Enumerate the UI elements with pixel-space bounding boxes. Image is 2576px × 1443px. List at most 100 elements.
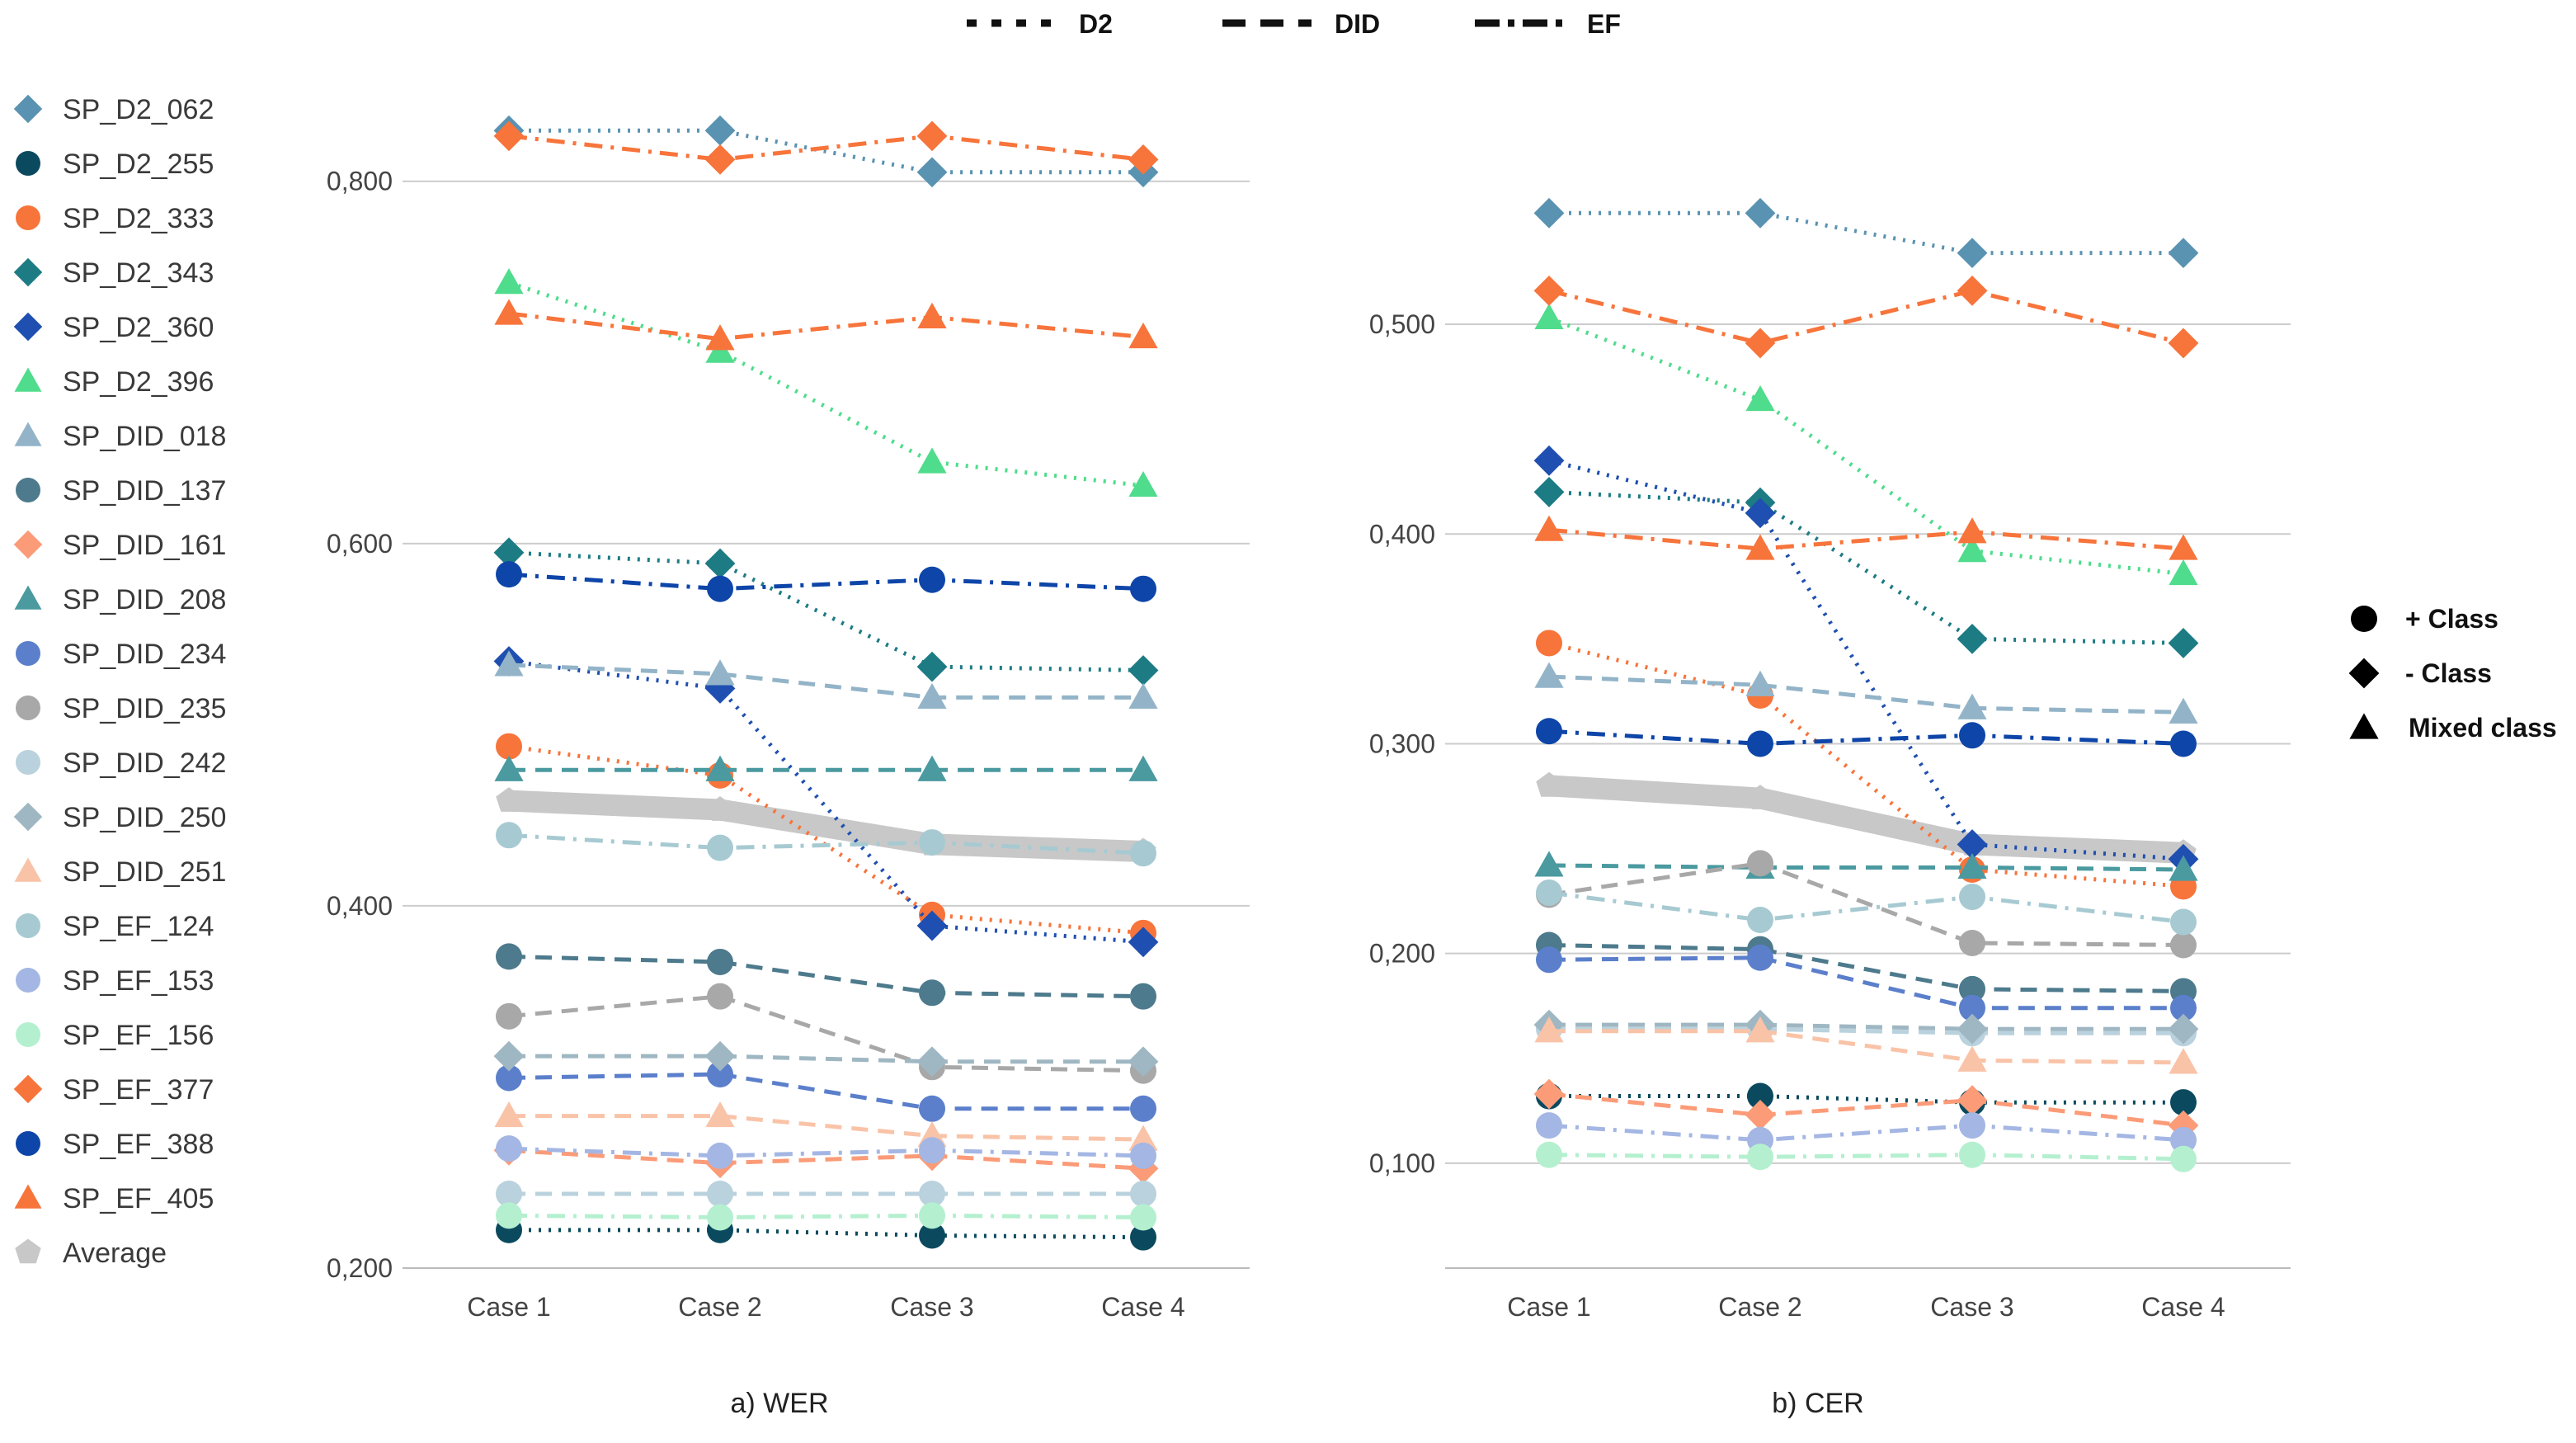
series-line-sp-d2-396 bbox=[1548, 316, 2184, 577]
y-tick-label: 0,200 bbox=[327, 1253, 393, 1283]
legend-marker-sp-d2-343 bbox=[13, 257, 43, 287]
series-line-sp-ef-405 bbox=[508, 311, 1144, 342]
series-line-sp-did-137 bbox=[1548, 943, 2184, 993]
data-point-sp-did-208-case-1 bbox=[494, 755, 524, 781]
series-line-sp-did-235 bbox=[1548, 861, 2184, 947]
x-tick-label: Case 1 bbox=[467, 1292, 550, 1322]
legend-marker-sp-did-242 bbox=[16, 750, 40, 775]
data-point-sp-ef-405-case-2 bbox=[705, 324, 735, 351]
data-point-sp-d2-396-case-3 bbox=[917, 447, 947, 474]
series-sp-ef-405 bbox=[494, 299, 1158, 351]
data-point-sp-ef-377-case-3 bbox=[1957, 275, 1988, 306]
data-point-sp-ef-405-case-3 bbox=[1957, 517, 1987, 544]
series-sp-did-018 bbox=[494, 650, 1158, 710]
legend-label-sp-d2-343: SP_D2_343 bbox=[63, 257, 214, 289]
data-point-sp-did-208-case-1 bbox=[1534, 851, 1564, 877]
series-line-sp-ef-153 bbox=[508, 1146, 1144, 1158]
data-point-sp-d2-360-case-4 bbox=[1128, 927, 1159, 958]
legend-label-sp-did-161: SP_DID_161 bbox=[63, 530, 226, 561]
shape-legend-triangle-icon bbox=[2349, 713, 2379, 739]
legend-marker-sp-did-235 bbox=[16, 696, 40, 720]
series-line-sp-ef-124 bbox=[1548, 890, 2184, 925]
shape-legend-label-diamond: - Class bbox=[2405, 658, 2492, 688]
legend-marker-sp-did-208 bbox=[14, 585, 42, 610]
series-line-sp-did-018 bbox=[1548, 674, 2184, 714]
legend-label-sp-ef-153: SP_EF_153 bbox=[63, 965, 214, 997]
series-line-average bbox=[498, 790, 1154, 862]
line-style-label-did: DID bbox=[1335, 9, 1380, 39]
series-line-sp-did-235 bbox=[508, 994, 1144, 1073]
legend-marker-sp-did-137 bbox=[16, 478, 40, 502]
legend-marker-sp-ef-388 bbox=[16, 1131, 40, 1156]
legend-item-sp-did-250: SP_DID_250 bbox=[13, 802, 226, 833]
data-point-sp-did-242-case-2 bbox=[707, 1180, 733, 1207]
legend-marker-sp-ef-405 bbox=[14, 1184, 42, 1209]
series-sp-ef-153 bbox=[1536, 1112, 2197, 1153]
data-point-sp-ef-405-case-1 bbox=[1534, 515, 1564, 541]
data-point-sp-d2-396-case-4 bbox=[2169, 559, 2198, 586]
data-point-sp-did-234-case-3 bbox=[1959, 994, 1985, 1021]
legend-label-sp-ef-405: SP_EF_405 bbox=[63, 1183, 214, 1214]
series-sp-did-251 bbox=[494, 1101, 1158, 1151]
data-point-sp-d2-343-case-1 bbox=[493, 537, 525, 568]
y-tick-label: 0,400 bbox=[327, 891, 393, 921]
data-point-sp-ef-124-case-2 bbox=[1747, 907, 1773, 934]
data-point-sp-ef-405-case-4 bbox=[2169, 534, 2198, 560]
legend-item-average: Average bbox=[15, 1238, 167, 1269]
data-point-sp-did-208-case-4 bbox=[2169, 855, 2198, 881]
legend-item-sp-d2-360: SP_D2_360 bbox=[13, 312, 214, 343]
legend-item-sp-ef-388: SP_EF_388 bbox=[16, 1129, 214, 1160]
data-point-sp-did-018-case-2 bbox=[1745, 670, 1775, 696]
data-point-sp-did-251-case-2 bbox=[705, 1101, 735, 1128]
data-point-sp-ef-153-case-1 bbox=[1536, 1112, 1562, 1139]
series-sp-d2-255 bbox=[496, 1216, 1156, 1251]
data-point-sp-ef-156-case-2 bbox=[707, 1204, 733, 1231]
data-point-sp-did-242-case-4 bbox=[1130, 1180, 1156, 1207]
legend-marker-sp-d2-062 bbox=[13, 94, 43, 124]
data-point-sp-d2-396-case-1 bbox=[1534, 303, 1564, 330]
series-sp-d2-343 bbox=[493, 537, 1159, 686]
data-point-sp-did-161-case-1 bbox=[1533, 1078, 1565, 1110]
data-point-sp-d2-343-case-3 bbox=[916, 651, 948, 682]
data-point-sp-ef-377-case-2 bbox=[1745, 328, 1776, 359]
data-point-sp-ef-377-case-4 bbox=[1128, 144, 1159, 175]
data-point-sp-did-018-case-1 bbox=[494, 650, 524, 677]
series-line-sp-did-161 bbox=[508, 1148, 1144, 1171]
data-point-sp-ef-153-case-2 bbox=[707, 1142, 733, 1169]
legend-item-sp-ef-405: SP_EF_405 bbox=[14, 1183, 214, 1214]
series-line-sp-ef-377 bbox=[508, 134, 1144, 162]
x-tick-label: Case 4 bbox=[1101, 1292, 1184, 1322]
data-point-sp-ef-405-case-2 bbox=[1745, 534, 1775, 560]
series-line-sp-d2-062 bbox=[509, 128, 1143, 175]
series-line-sp-ef-153 bbox=[1548, 1123, 2184, 1143]
data-point-sp-did-235-case-1 bbox=[496, 1002, 522, 1030]
data-point-sp-ef-388-case-4 bbox=[2170, 730, 2197, 757]
series-line-sp-did-250 bbox=[1549, 1022, 2183, 1031]
data-point-sp-ef-156-case-4 bbox=[1130, 1204, 1156, 1231]
data-point-sp-ef-124-case-3 bbox=[1959, 884, 1985, 911]
data-point-sp-d2-343-case-3 bbox=[1957, 623, 1988, 654]
y-tick-label: 0,400 bbox=[1369, 519, 1435, 549]
data-point-sp-did-235-case-3 bbox=[1959, 929, 1985, 956]
legend-label-sp-did-235: SP_DID_235 bbox=[63, 693, 226, 724]
series-sp-ef-153 bbox=[496, 1135, 1156, 1169]
series-sp-d2-396 bbox=[494, 268, 1158, 498]
marker-shape-legend: + Class - Class Mixed class bbox=[2348, 604, 2557, 743]
data-point-sp-did-137-case-3 bbox=[919, 979, 945, 1007]
data-point-sp-did-250-case-4 bbox=[2168, 1013, 2199, 1045]
legend-label-sp-ef-377: SP_EF_377 bbox=[63, 1074, 214, 1106]
series-sp-d2-360 bbox=[493, 646, 1159, 958]
series-line-sp-ef-377 bbox=[1548, 288, 2184, 346]
data-point-sp-ef-377-case-4 bbox=[2168, 328, 2199, 359]
data-point-sp-d2-360-case-3 bbox=[1957, 829, 1988, 860]
series-sp-did-250 bbox=[493, 1040, 1159, 1078]
series-sp-did-208 bbox=[494, 755, 1158, 781]
data-point-sp-d2-062-case-3 bbox=[916, 157, 948, 188]
series-sp-did-161 bbox=[493, 1134, 1159, 1184]
data-point-sp-ef-156-case-1 bbox=[1536, 1141, 1562, 1168]
data-point-sp-d2-062-case-2 bbox=[704, 115, 736, 146]
series-line-sp-ef-405 bbox=[1548, 527, 2184, 551]
data-point-sp-did-251-case-2 bbox=[1745, 1016, 1775, 1043]
legend-label-sp-ef-388: SP_EF_388 bbox=[63, 1129, 214, 1160]
legend-marker-sp-did-251 bbox=[14, 857, 42, 882]
